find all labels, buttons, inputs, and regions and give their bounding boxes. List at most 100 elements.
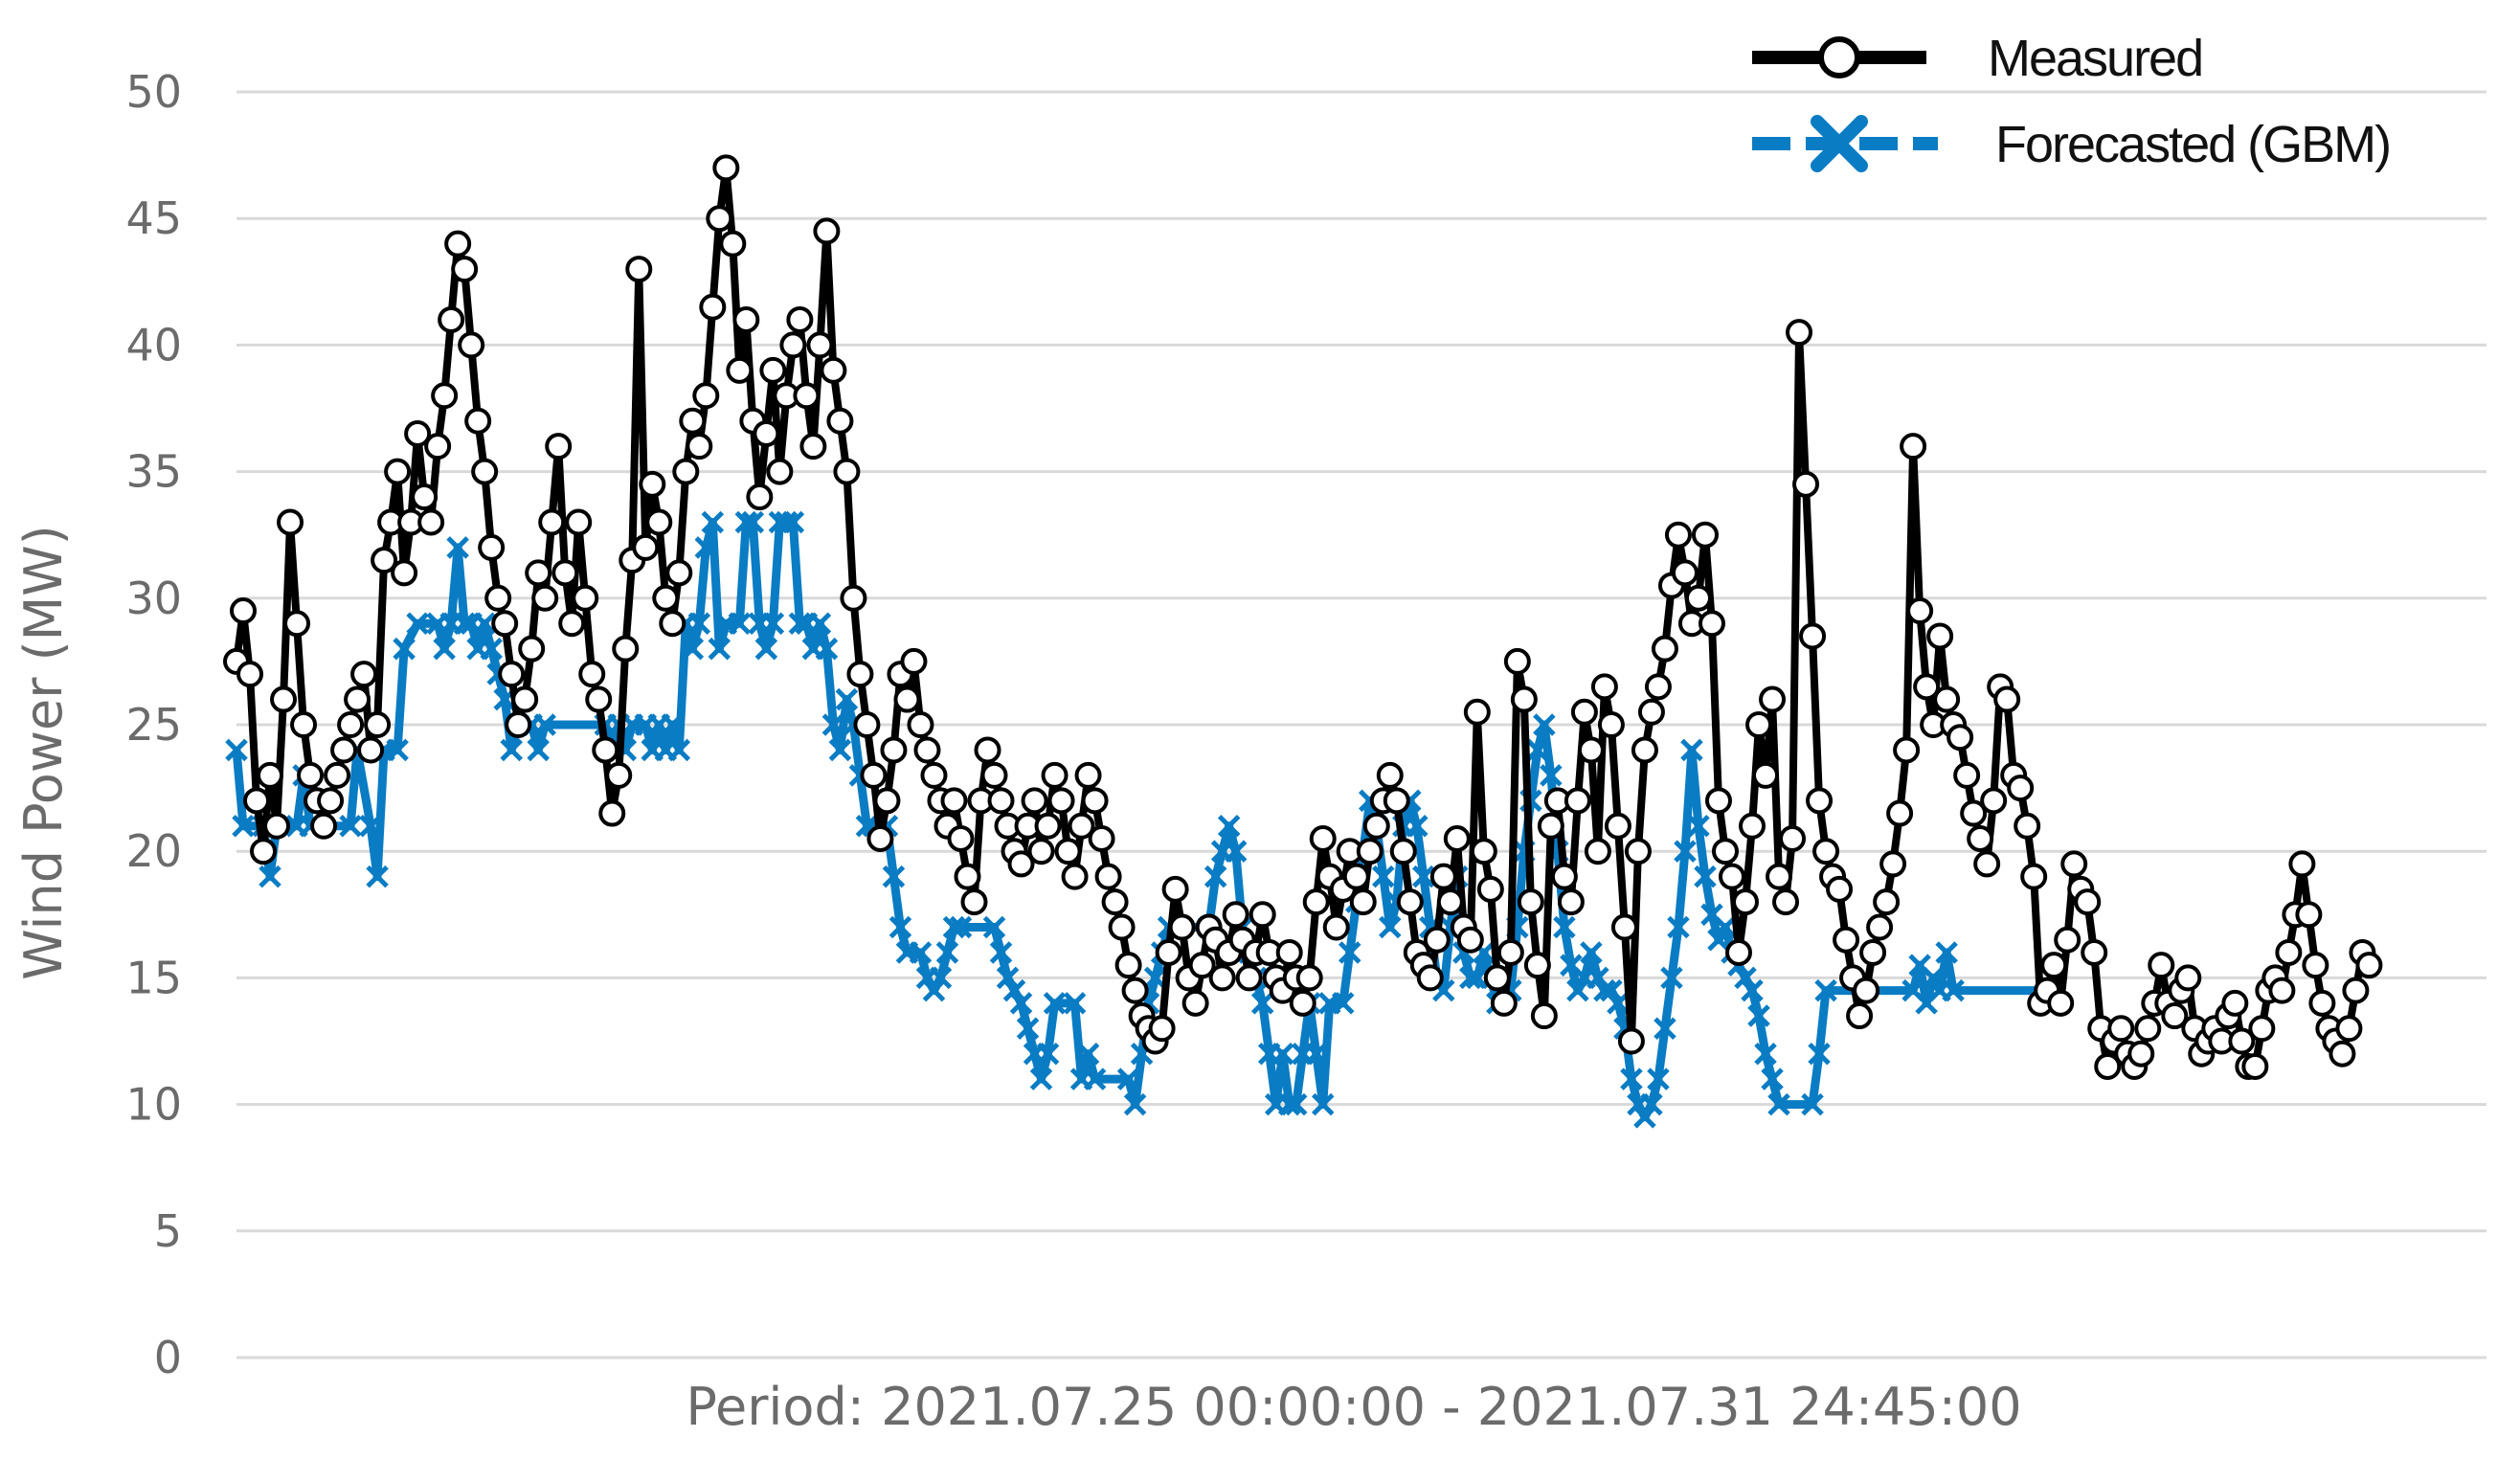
measured-point-218 [1684,584,1712,612]
measured-point-248 [1886,799,1914,827]
forecast-point-188 [1801,1092,1824,1116]
measured-point-281 [2107,1015,2135,1043]
forecast-point-119 [1304,1042,1328,1066]
forecast-point-155 [1553,915,1576,939]
measured-point-63 [645,508,673,536]
forecast-point-0 [225,738,248,762]
forecast-point-196 [1935,941,1958,964]
measured-point-175 [1396,888,1424,916]
measured-point-24 [384,458,412,485]
forecast-point-58 [781,510,805,534]
measured-point-264 [1993,685,2021,713]
forecast-point-72 [882,865,906,888]
forecast-point-123 [1338,941,1361,964]
forecast-point-128 [1371,865,1395,888]
measured-point-103 [913,736,941,764]
measured-point-46 [531,584,559,612]
measured-point-45 [525,559,552,587]
forecast-point-84 [996,966,1020,990]
measured-point-232 [1779,824,1807,852]
forecast-point-81 [949,915,973,939]
y-tick-label-20: 20 [125,825,182,877]
measured-point-247 [1879,850,1907,878]
measured-point-285 [2134,1015,2162,1043]
y-tick-label-35: 35 [125,446,182,498]
measured-point-229 [1759,685,1787,713]
forecast-point-46 [694,536,718,559]
measured-point-315 [2335,1015,2363,1043]
forecast-point-133 [1406,814,1429,838]
measured-point-29 [417,508,445,536]
x-axis-title: Period: 2021.07.25 00:00:00 - 2021.07.31… [686,1377,2021,1437]
forecast-point-171 [1660,966,1683,990]
measured-point-41 [498,661,526,688]
forecast-point-63 [815,637,839,661]
measured-point-244 [1859,938,1887,966]
measured-point-69 [686,433,713,460]
measured-point-209 [1624,838,1652,865]
forecast-point-10 [359,814,382,838]
measured-point-202 [1577,736,1605,764]
forecast-point-170 [1654,1017,1676,1041]
measured-point-228 [1752,761,1780,789]
measured-point-267 [2014,812,2041,840]
forecast-point-172 [1667,915,1690,939]
forecast-point-8 [339,814,362,838]
measured-point-251 [1906,597,1934,625]
measured-line [233,164,2373,1070]
measured-point-39 [484,584,512,612]
measured-point-60 [625,256,653,283]
measured-point-260 [1967,824,1994,852]
forecast-point-13 [386,738,409,762]
measured-point-22 [371,547,398,574]
forecast-point-54 [754,637,778,661]
forecast-point-111 [1250,992,1274,1015]
measured-point-226 [1739,812,1766,840]
measured-point-101 [900,647,928,675]
measured-point-215 [1664,521,1692,549]
forecast-point-100 [1143,966,1167,990]
y-tick-label-50: 50 [125,66,182,118]
measured-point-104 [920,761,948,789]
forecast-point-87 [1016,1017,1040,1041]
measured-point-144 [1188,952,1216,979]
measured-point-196 [1537,812,1564,840]
measured-point-10 [290,711,318,738]
measured-point-266 [2007,775,2035,802]
measured-point-234 [1792,470,1820,498]
measured-point-100 [893,685,921,713]
forecast-point-96 [1116,1067,1140,1090]
measured-point-125 [1061,863,1089,890]
measured-point-31 [431,382,459,410]
forecast-point-83 [989,941,1013,964]
measured-point-16 [330,736,358,764]
measured-point-78 [746,483,774,511]
forecast-point-17 [433,637,456,661]
forecast-point-41 [661,713,685,736]
measured-point-153 [1249,901,1276,929]
measured-point-199 [1557,888,1585,916]
measured-point-18 [344,685,371,713]
forecast-point-163 [1607,992,1630,1015]
forecast-point-114 [1271,1042,1294,1066]
forecast-point-65 [828,738,852,762]
forecast-point-82 [982,915,1006,939]
measured-point-2 [236,661,264,688]
measured-point-249 [1893,736,1921,764]
measured-point-173 [1383,787,1410,815]
measured-point-14 [317,787,345,815]
forecast-point-52 [741,510,765,534]
measured-point-21 [364,711,392,738]
measured-point-129 [1088,824,1115,852]
forecast-point-48 [708,637,731,661]
measured-point-220 [1698,610,1725,638]
measured-point-254 [1926,622,1954,650]
measured-point-231 [1772,888,1800,916]
measured-point-138 [1148,1015,1176,1043]
measured-point-95 [860,761,888,789]
forecast-point-95 [1083,1067,1107,1090]
measured-point-190 [1496,938,1524,966]
measured-point-211 [1637,698,1665,726]
measured-point-235 [1799,622,1827,650]
